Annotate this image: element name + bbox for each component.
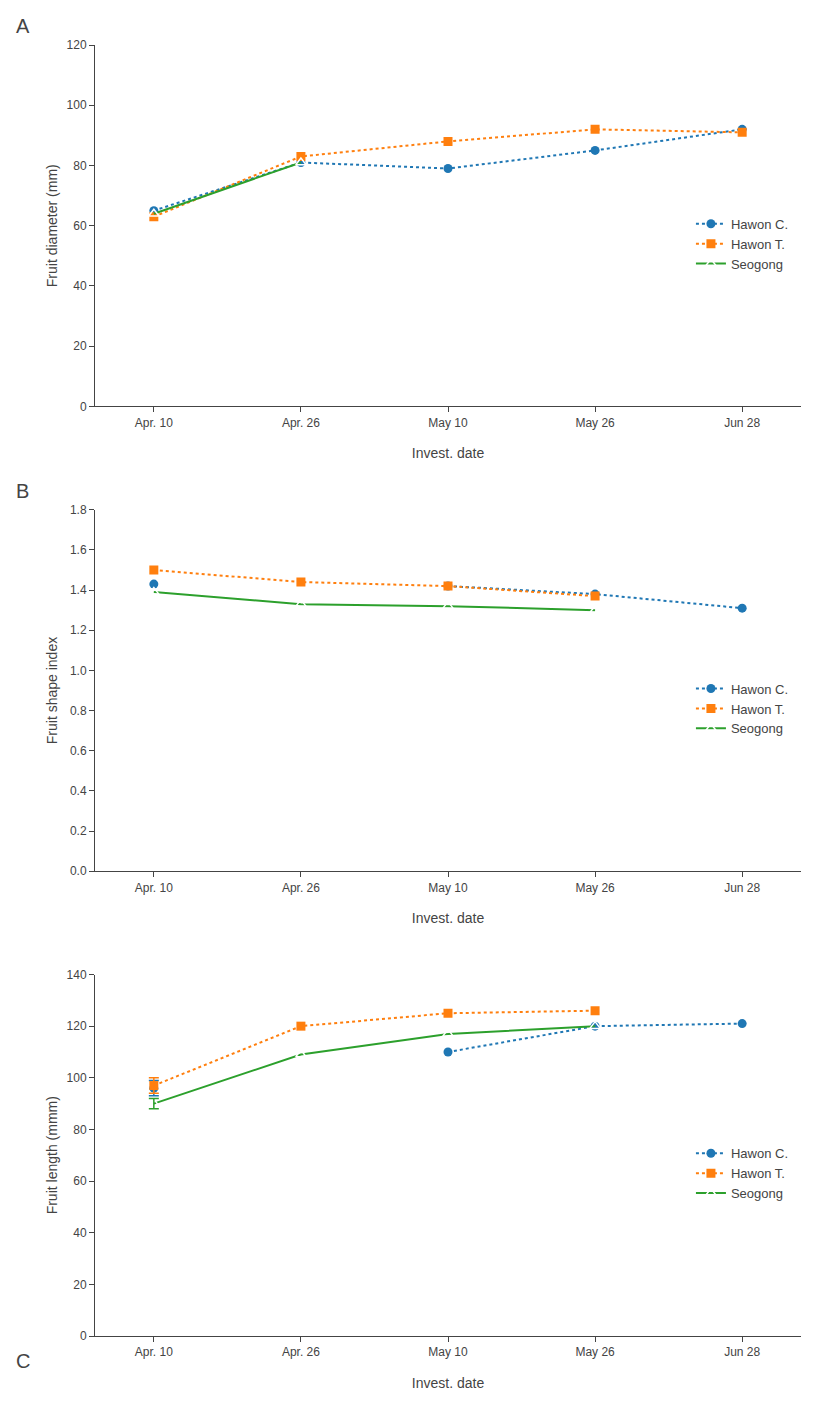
svg-text:C: C xyxy=(16,1350,30,1372)
svg-text:Fruit length (mmm): Fruit length (mmm) xyxy=(44,1096,60,1214)
svg-text:Apr. 26: Apr. 26 xyxy=(282,416,320,430)
svg-text:Jun 28: Jun 28 xyxy=(724,1345,760,1359)
svg-text:Hawon T.: Hawon T. xyxy=(731,1166,785,1181)
svg-text:0.2: 0.2 xyxy=(70,824,87,838)
svg-text:Apr. 26: Apr. 26 xyxy=(282,1345,320,1359)
svg-text:A: A xyxy=(16,15,30,37)
svg-text:May 10: May 10 xyxy=(428,881,468,895)
svg-text:B: B xyxy=(16,480,29,502)
svg-text:0: 0 xyxy=(80,400,87,414)
svg-text:60: 60 xyxy=(73,219,87,233)
svg-text:40: 40 xyxy=(73,279,87,293)
svg-text:Apr. 10: Apr. 10 xyxy=(135,416,173,430)
svg-text:0: 0 xyxy=(80,1329,87,1343)
svg-text:Hawon C.: Hawon C. xyxy=(731,682,788,697)
svg-text:100: 100 xyxy=(67,1071,87,1085)
svg-text:0.8: 0.8 xyxy=(70,704,87,718)
svg-text:May 26: May 26 xyxy=(575,1345,615,1359)
svg-text:May 26: May 26 xyxy=(575,416,615,430)
svg-text:Hawon C.: Hawon C. xyxy=(731,217,788,232)
svg-text:Hawon C.: Hawon C. xyxy=(731,1146,788,1161)
svg-text:1.2: 1.2 xyxy=(70,623,87,637)
svg-text:1.6: 1.6 xyxy=(70,543,87,557)
svg-text:Apr. 10: Apr. 10 xyxy=(135,1345,173,1359)
svg-text:60: 60 xyxy=(73,1174,87,1188)
svg-text:Invest. date: Invest. date xyxy=(412,1375,485,1391)
svg-text:Fruit shape index: Fruit shape index xyxy=(44,637,60,744)
svg-text:100: 100 xyxy=(67,98,87,112)
svg-text:Hawon T.: Hawon T. xyxy=(731,701,785,716)
svg-text:40: 40 xyxy=(73,1226,87,1240)
svg-text:0.6: 0.6 xyxy=(70,744,87,758)
svg-text:0.4: 0.4 xyxy=(70,784,87,798)
svg-text:Fruit diameter (mm): Fruit diameter (mm) xyxy=(44,164,60,287)
svg-text:20: 20 xyxy=(73,339,87,353)
svg-text:1.8: 1.8 xyxy=(70,503,87,517)
svg-text:1.4: 1.4 xyxy=(70,583,87,597)
svg-text:120: 120 xyxy=(67,1019,87,1033)
svg-text:Hawon T.: Hawon T. xyxy=(731,237,785,252)
svg-text:Seogong: Seogong xyxy=(731,257,783,272)
svg-text:140: 140 xyxy=(67,968,87,982)
svg-text:May 10: May 10 xyxy=(428,416,468,430)
svg-text:0.0: 0.0 xyxy=(70,864,87,878)
svg-text:Invest. date: Invest. date xyxy=(412,910,485,926)
svg-text:Jun 28: Jun 28 xyxy=(724,881,760,895)
svg-text:80: 80 xyxy=(73,1123,87,1137)
svg-text:120: 120 xyxy=(67,38,87,52)
svg-text:Seogong: Seogong xyxy=(731,1186,783,1201)
svg-text:May 10: May 10 xyxy=(428,1345,468,1359)
svg-text:Invest. date: Invest. date xyxy=(412,445,485,461)
svg-text:Jun 28: Jun 28 xyxy=(724,416,760,430)
svg-text:Apr. 10: Apr. 10 xyxy=(135,881,173,895)
svg-text:May 26: May 26 xyxy=(575,881,615,895)
svg-text:20: 20 xyxy=(73,1278,87,1292)
svg-text:Seogong: Seogong xyxy=(731,721,783,736)
svg-text:80: 80 xyxy=(73,159,87,173)
svg-text:1.0: 1.0 xyxy=(70,664,87,678)
svg-text:Apr. 26: Apr. 26 xyxy=(282,881,320,895)
